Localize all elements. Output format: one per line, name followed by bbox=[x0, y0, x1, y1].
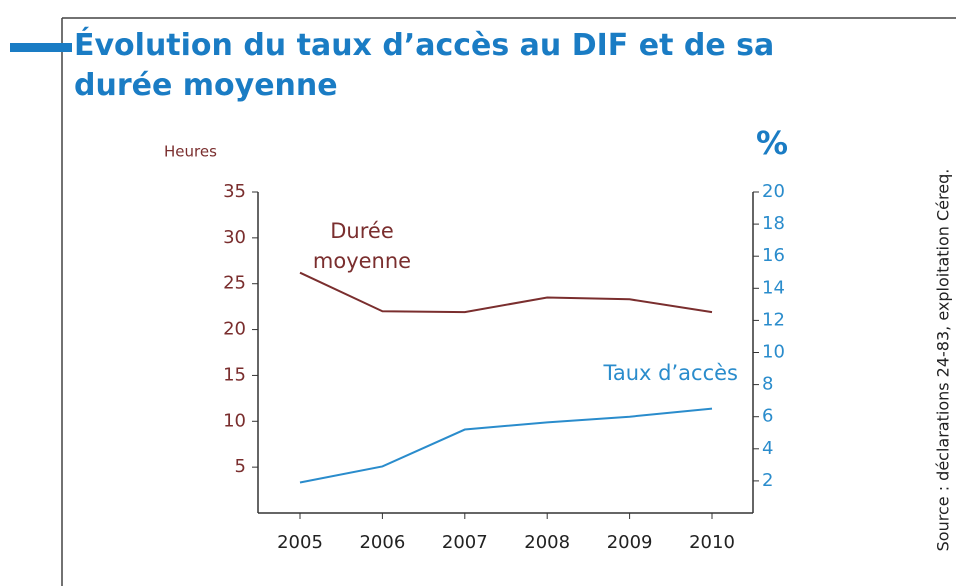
y2-tick-label: 4 bbox=[762, 438, 773, 459]
series-line bbox=[299, 271, 713, 314]
y-tick-label: 30 bbox=[223, 227, 246, 248]
y2-tick-label: 10 bbox=[762, 342, 785, 363]
y2-tick-label: 20 bbox=[762, 181, 785, 202]
y-tick-label: 35 bbox=[223, 181, 246, 202]
y2-tick-label: 16 bbox=[762, 245, 785, 266]
y2-axis-label: % bbox=[756, 124, 788, 162]
series-label: moyenne bbox=[313, 249, 411, 273]
series-label: Durée bbox=[330, 219, 394, 243]
title-bar bbox=[10, 43, 72, 52]
x-tick-label: 2006 bbox=[359, 532, 405, 553]
y-tick-label: 10 bbox=[223, 410, 246, 431]
x-tick-label: 2008 bbox=[524, 532, 570, 553]
x-tick-label: 2007 bbox=[442, 532, 488, 553]
y2-tick-label: 6 bbox=[762, 406, 773, 427]
series-label: Taux d’accès bbox=[603, 361, 738, 385]
y-tick-label: 15 bbox=[223, 364, 246, 385]
y2-tick-label: 18 bbox=[762, 213, 785, 234]
y2-tick-label: 14 bbox=[762, 277, 785, 298]
x-tick-label: 2009 bbox=[607, 532, 653, 553]
x-tick-label: 2010 bbox=[689, 532, 735, 553]
y2-tick-label: 2 bbox=[762, 470, 773, 491]
source: Source : déclarations 24-83, exploitatio… bbox=[934, 169, 953, 552]
series-line bbox=[299, 407, 713, 484]
y2-tick-label: 8 bbox=[762, 374, 773, 395]
y-tick-label: 25 bbox=[223, 273, 246, 294]
y-tick-label: 5 bbox=[235, 456, 246, 477]
chart-title: Évolution du taux d’accès au DIF et de s… bbox=[74, 28, 775, 103]
y-axis-label: Heures bbox=[164, 143, 217, 161]
x-tick-label: 2005 bbox=[277, 532, 323, 553]
y-tick-label: 20 bbox=[223, 319, 246, 340]
y2-tick-label: 12 bbox=[762, 309, 785, 330]
